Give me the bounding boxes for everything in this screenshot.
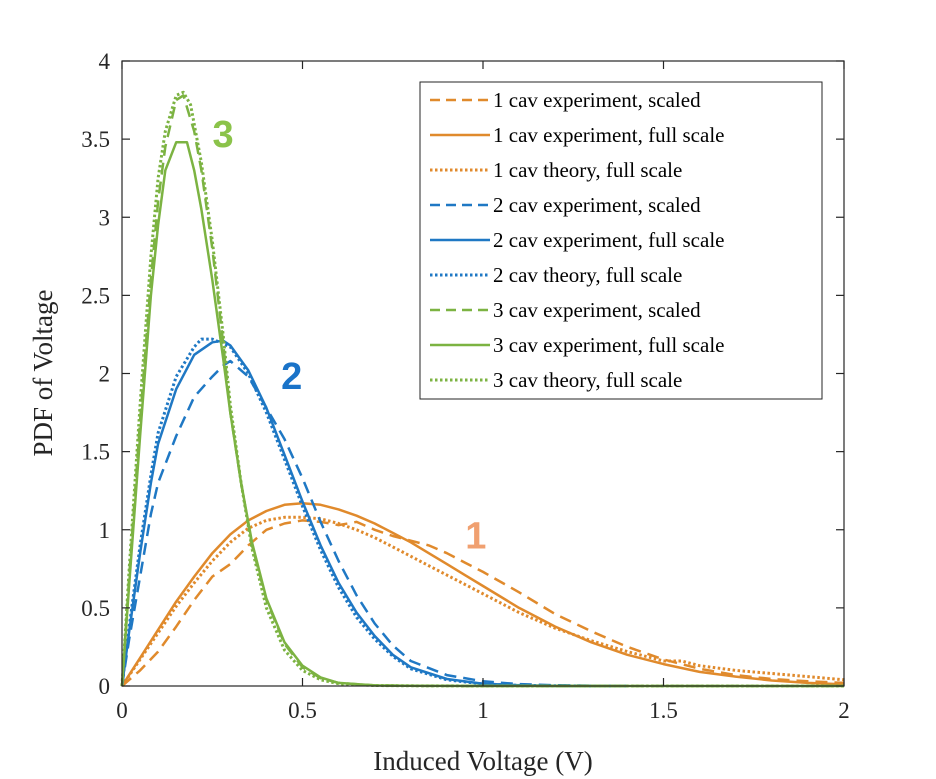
axis-ticks: 0 0.5 1 1.5 2 0 0.5 1 1.5 2 2.5 3 3.5 4 (81, 49, 850, 723)
y-axis-label: PDF of Voltage (28, 289, 58, 456)
legend-label-5: 2 cav experiment, full scale (493, 228, 724, 252)
legend: 1 cav experiment, scaled 1 cav experiment… (419, 81, 823, 400)
curve-annotation-2: 2 (281, 356, 302, 398)
x-tick-label: 1.5 (649, 698, 678, 723)
annotations: 1 2 3 (213, 114, 487, 558)
legend-label-9: 3 cav theory, full scale (493, 368, 682, 392)
legend-label-2: 1 cav experiment, full scale (493, 123, 724, 147)
y-tick-label: 2 (99, 362, 111, 387)
series-line-5 (120, 339, 628, 688)
series-line-4 (120, 359, 628, 688)
y-tick-label: 0.5 (81, 596, 110, 621)
y-tick-label: 4 (99, 49, 111, 74)
series-line-2 (120, 501, 845, 687)
y-tick-label: 0 (99, 674, 111, 699)
y-tick-label: 3.5 (81, 127, 110, 152)
curve-annotation-3: 3 (213, 114, 234, 156)
y-tick-label: 2.5 (81, 283, 110, 308)
series-line-1 (121, 519, 845, 687)
x-tick-label: 2 (838, 698, 850, 723)
x-axis-label: Induced Voltage (V) (373, 746, 592, 776)
legend-label-6: 2 cav theory, full scale (493, 263, 682, 287)
x-tick-label: 0 (116, 698, 128, 723)
y-tick-label: 1.5 (81, 440, 110, 465)
x-tick-label: 0.5 (288, 698, 317, 723)
series-line-3 (120, 515, 845, 687)
y-tick-label: 1 (99, 518, 111, 543)
x-tick-label: 1 (477, 698, 489, 723)
legend-label-8: 3 cav experiment, full scale (493, 333, 724, 357)
y-tick-label: 3 (99, 205, 111, 230)
series-line-6 (120, 337, 628, 688)
series-layer (120, 90, 845, 688)
legend-label-4: 2 cav experiment, scaled (493, 193, 701, 217)
legend-label-1: 1 cav experiment, scaled (493, 88, 701, 112)
legend-label-3: 1 cav theory, full scale (493, 158, 682, 182)
curve-annotation-1: 1 (465, 516, 486, 558)
legend-label-7: 3 cav experiment, scaled (493, 298, 701, 322)
